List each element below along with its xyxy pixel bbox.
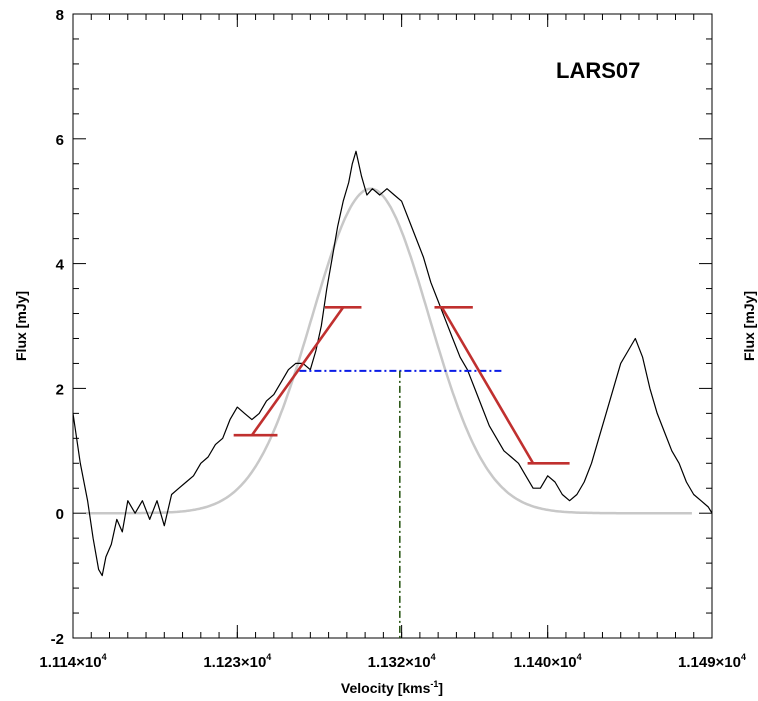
- x-tick-label: 1.149×104: [678, 652, 746, 671]
- gaussian-fit-line: [85, 187, 692, 515]
- y-tick-labels: -2 0 2 4 6 8: [51, 7, 65, 648]
- y-tick-label: -2: [51, 631, 64, 648]
- y-tick-label: 6: [56, 132, 64, 149]
- x-tick-labels: 1.114×104 1.123×104 1.132×104 1.140×104 1.14…: [39, 652, 746, 671]
- x-axis-title-close: ]: [438, 680, 443, 696]
- y-axis-title: Flux [mJy]: [13, 291, 29, 361]
- y-tick-label: 0: [56, 506, 64, 523]
- axis-ticks: [72, 13, 713, 639]
- x-axis-title-sup: -1: [430, 679, 438, 689]
- red-marker-segment-1: [250, 306, 345, 436]
- y-tick-label: 4: [56, 257, 65, 274]
- x-axis-title-main: Velocity [kms: [341, 680, 431, 696]
- x-axis-title: Velocity [kms-1]: [341, 679, 443, 696]
- right-neighbor-ylabel: Flux [mJy]: [741, 291, 757, 361]
- y-tick-label: 8: [56, 7, 64, 24]
- y-tick-label: 2: [56, 381, 64, 398]
- x-tick-label: 1.132×104: [368, 652, 436, 671]
- chart-title: LARS07: [556, 58, 640, 83]
- x-tick-label: 1.123×104: [203, 652, 271, 671]
- right-neighbor-ylabel-fragment: Flux [mJy]: [741, 291, 757, 361]
- x-tick-label: 1.140×104: [514, 652, 582, 671]
- plot-frame: [72, 13, 713, 639]
- plot-area: [72, 13, 713, 639]
- chart-marks: [73, 150, 712, 638]
- x-tick-label: 1.114×104: [39, 652, 106, 671]
- spectrum-line: [73, 150, 712, 577]
- red-marker-segment-4: [440, 306, 535, 464]
